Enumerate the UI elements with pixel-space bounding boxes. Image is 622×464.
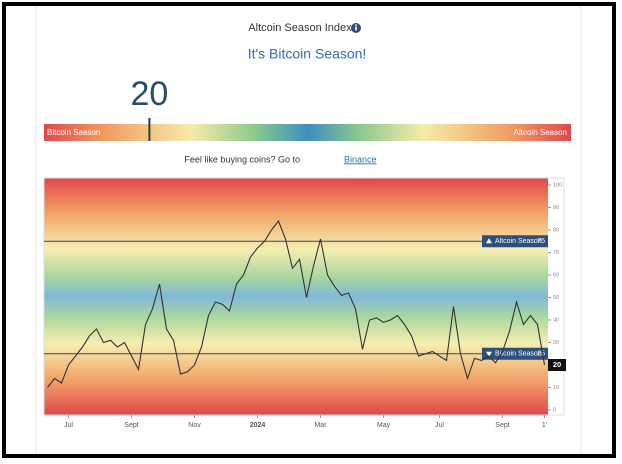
reference-arrow xyxy=(486,238,492,244)
x-tick-label: 1' xyxy=(542,422,547,429)
y-tick-label: 40 xyxy=(553,317,559,323)
reference-tag xyxy=(482,347,548,360)
y-tick-label: 70 xyxy=(553,250,559,256)
x-tick-label: Sept xyxy=(495,422,509,429)
y-tick-label: 90 xyxy=(553,205,559,211)
reference-value: 25 xyxy=(537,351,545,358)
reference-arrow xyxy=(486,351,492,357)
y-tick-label: 80 xyxy=(553,227,559,233)
y-tick-label: 30 xyxy=(553,340,559,346)
page-title: Altcoin Season Index xyxy=(248,22,352,34)
x-tick-label: Sept xyxy=(124,422,138,429)
reference-label: Bitcoin Season xyxy=(495,351,542,358)
chart-border xyxy=(43,177,565,416)
info-icon-glyph xyxy=(355,24,357,26)
gauge-right-label: Altcoin Season xyxy=(514,128,567,137)
last-value-label: 20 xyxy=(553,360,561,369)
reference-label: Altcoin Season xyxy=(495,238,542,245)
series-line xyxy=(47,219,546,388)
headline: It's Bitcoin Season! xyxy=(248,46,367,62)
info-icon-glyph xyxy=(355,26,357,31)
reference-tag xyxy=(482,235,548,248)
y-tick-label: 60 xyxy=(553,272,559,278)
last-value-tag xyxy=(548,359,566,371)
gauge-bar xyxy=(44,124,571,141)
promo-text: Feel like buying coins? Go to xyxy=(184,154,300,164)
x-tick-label: Mar xyxy=(314,422,327,429)
gauge-left-label: Bitcoin Season xyxy=(47,128,100,137)
x-tick-label: Jul xyxy=(435,422,444,429)
y-tick-label: 0 xyxy=(553,407,556,413)
reference-value: 75 xyxy=(537,238,545,245)
chart-background xyxy=(44,178,548,415)
index-value: 20 xyxy=(130,75,168,113)
y-tick-label: 50 xyxy=(553,295,559,301)
y-tick-label: 10 xyxy=(553,385,559,391)
x-tick-label: Nov xyxy=(188,422,201,429)
y-tick-label: 100 xyxy=(553,182,562,188)
x-tick-label: Jul xyxy=(64,422,73,429)
x-tick-label: May xyxy=(377,422,391,429)
x-tick-label: 2024 xyxy=(250,422,266,429)
promo-link[interactable]: Binance xyxy=(344,154,377,164)
